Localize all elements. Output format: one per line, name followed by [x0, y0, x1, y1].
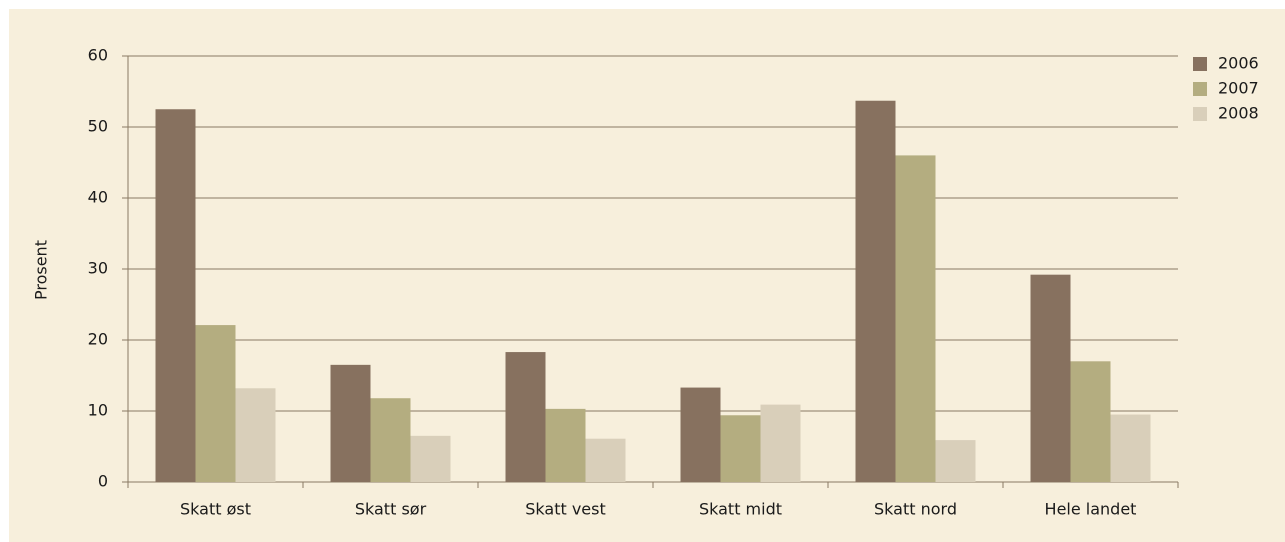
bar [370, 398, 411, 482]
x-tick-label: Skatt øst [180, 500, 251, 519]
legend-swatch [1193, 107, 1207, 121]
y-tick-label: 60 [88, 46, 108, 65]
bar [760, 404, 801, 482]
x-tick-label: Skatt sør [355, 500, 427, 519]
bar [855, 100, 896, 482]
bar [720, 415, 761, 482]
bar [585, 438, 626, 482]
y-tick-label: 40 [88, 188, 108, 207]
legend-swatch [1193, 57, 1207, 71]
legend-label: 2007 [1218, 79, 1259, 98]
y-tick-label: 20 [88, 330, 108, 349]
bar [195, 325, 236, 482]
x-tick-label: Skatt midt [699, 500, 782, 519]
legend-label: 2008 [1218, 104, 1259, 123]
bar [155, 109, 196, 482]
y-tick-label: 30 [88, 259, 108, 278]
bar [505, 352, 546, 482]
legend-label: 2006 [1218, 54, 1259, 73]
bar [330, 364, 371, 482]
y-tick-label: 0 [98, 472, 108, 491]
x-tick-label: Skatt nord [874, 500, 957, 519]
legend-swatch [1193, 82, 1207, 96]
bar [895, 155, 936, 482]
y-tick-label: 10 [88, 401, 108, 420]
y-axis-label: Prosent [32, 240, 51, 300]
bar [545, 408, 586, 482]
bar [410, 435, 451, 482]
bar [1070, 361, 1111, 482]
bar [1110, 414, 1151, 482]
bar [235, 388, 276, 482]
x-tick-label: Hele landet [1045, 500, 1137, 519]
y-tick-label: 50 [88, 117, 108, 136]
bar [1030, 274, 1071, 482]
bar [935, 440, 976, 482]
x-tick-label: Skatt vest [525, 500, 606, 519]
bar [680, 387, 721, 482]
